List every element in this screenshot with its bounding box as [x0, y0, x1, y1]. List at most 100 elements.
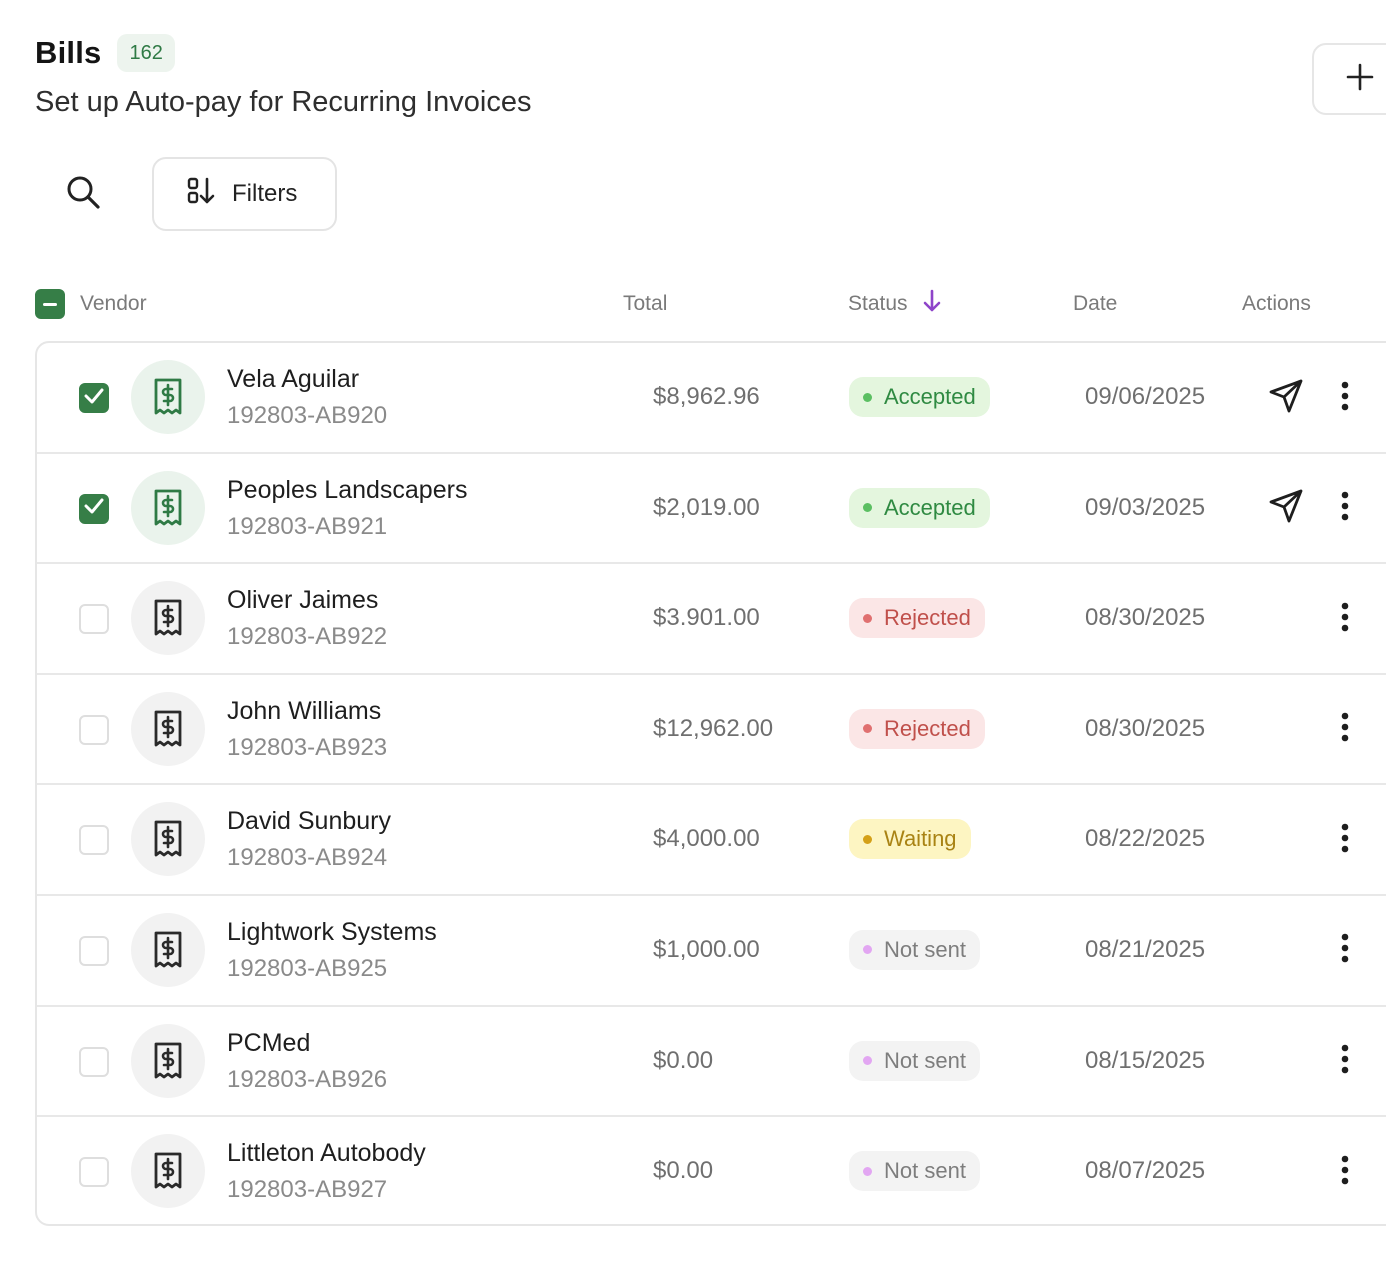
send-icon: [1268, 488, 1304, 529]
more-options-button[interactable]: [1331, 600, 1359, 638]
vendor-name[interactable]: Lightwork Systems: [227, 917, 437, 946]
more-vertical-icon: [1341, 1155, 1349, 1190]
search-button[interactable]: [62, 173, 104, 215]
column-header-total[interactable]: Total: [623, 292, 668, 315]
send-icon: [1268, 378, 1304, 419]
search-icon: [65, 174, 101, 215]
more-options-button[interactable]: [1331, 1153, 1359, 1191]
page-subtitle: Set up Auto-pay for Recurring Invoices: [35, 86, 532, 118]
send-button[interactable]: [1267, 379, 1305, 417]
table-header: Vendor Total Status Date Actions: [35, 286, 1386, 326]
status-badge: Not sent: [849, 1040, 980, 1081]
plus-icon: [1346, 63, 1374, 96]
more-vertical-icon: [1341, 602, 1349, 637]
column-header-date[interactable]: Date: [1073, 292, 1118, 315]
invoice-id: 192803-AB927: [227, 1176, 388, 1204]
more-options-button[interactable]: [1331, 1043, 1359, 1081]
title-row: Bills 162: [35, 34, 531, 72]
table-row[interactable]: John Williams 192803-AB923 $12,962.00 Re…: [37, 675, 1386, 786]
status-label: Rejected: [884, 605, 971, 631]
row-checkbox[interactable]: [79, 935, 109, 966]
status-dot: [863, 613, 872, 623]
sort-down-arrow-icon: [922, 289, 942, 319]
invoice-id: 192803-AB926: [227, 1065, 388, 1093]
status-dot: [863, 392, 872, 402]
bill-total: $3.901.00: [653, 604, 760, 632]
status-dot: [863, 724, 872, 734]
status-dot: [863, 1166, 872, 1176]
status-badge: Accepted: [849, 377, 990, 417]
bill-date: 08/22/2025: [1085, 825, 1206, 853]
vendor-name[interactable]: Vela Aguilar: [227, 365, 360, 393]
status-label: Waiting: [884, 826, 957, 852]
receipt-icon: [131, 802, 205, 877]
column-header-status[interactable]: Status: [848, 286, 942, 322]
table-row[interactable]: PCMed 192803-AB926 $0.00 Not sent 08/15/…: [37, 1007, 1386, 1118]
vendor-name[interactable]: Littleton Autobody: [227, 1139, 426, 1168]
vendor-name[interactable]: Oliver Jaimes: [227, 586, 379, 615]
bill-total: $2,019.00: [653, 493, 760, 521]
more-options-button[interactable]: [1331, 379, 1359, 417]
more-options-button[interactable]: [1331, 932, 1359, 970]
more-vertical-icon: [1341, 712, 1349, 747]
more-options-button[interactable]: [1331, 490, 1359, 528]
row-checkbox[interactable]: [79, 714, 109, 745]
count-badge: 162: [117, 34, 175, 72]
bill-date: 08/30/2025: [1085, 604, 1206, 632]
more-options-button[interactable]: [1331, 711, 1359, 749]
receipt-icon: [131, 360, 205, 434]
status-badge: Accepted: [849, 487, 990, 528]
filters-label: Filters: [232, 180, 298, 207]
column-header-vendor[interactable]: Vendor: [80, 292, 147, 315]
row-checkbox[interactable]: [79, 825, 109, 856]
vendor-name[interactable]: Peoples Landscapers: [227, 475, 468, 504]
status-label: Accepted: [884, 384, 976, 409]
vendor-name[interactable]: John Williams: [227, 696, 382, 725]
bill-date: 08/30/2025: [1085, 714, 1206, 742]
row-checkbox[interactable]: [79, 1046, 109, 1077]
status-dot: [863, 1056, 872, 1066]
table-row[interactable]: Vela Aguilar 192803-AB920 $8,962.96 Acce…: [37, 343, 1386, 454]
row-checkbox[interactable]: [79, 1157, 109, 1188]
more-vertical-icon: [1341, 933, 1349, 968]
filters-button[interactable]: Filters: [152, 157, 337, 231]
table-row[interactable]: Littleton Autobody 192803-AB927 $0.00 No…: [37, 1117, 1386, 1224]
status-dot: [863, 945, 872, 955]
more-vertical-icon: [1341, 381, 1349, 416]
add-bill-button[interactable]: [1312, 43, 1386, 115]
row-checkbox[interactable]: [79, 383, 109, 413]
status-label: Not sent: [884, 1047, 966, 1073]
bill-total: $12,962.00: [653, 714, 774, 742]
receipt-icon: [131, 912, 205, 987]
invoice-id: 192803-AB923: [227, 733, 388, 761]
table-row[interactable]: David Sunbury 192803-AB924 $4,000.00 Wai…: [37, 785, 1386, 896]
invoice-id: 192803-AB921: [227, 512, 388, 540]
vendor-name[interactable]: David Sunbury: [227, 807, 391, 836]
bill-date: 08/15/2025: [1085, 1046, 1206, 1074]
receipt-icon: [131, 1134, 205, 1209]
receipt-icon: [131, 581, 205, 656]
more-options-button[interactable]: [1331, 821, 1359, 859]
status-dot: [863, 503, 872, 513]
checkmark-icon: [84, 388, 104, 409]
table-row[interactable]: Peoples Landscapers 192803-AB921 $2,019.…: [37, 454, 1386, 565]
vendor-name[interactable]: PCMed: [227, 1028, 311, 1057]
row-checkbox[interactable]: [79, 493, 109, 524]
table-row[interactable]: Lightwork Systems 192803-AB925 $1,000.00…: [37, 896, 1386, 1007]
send-button[interactable]: [1267, 488, 1305, 529]
column-header-status-label: Status: [848, 292, 908, 315]
status-label: Not sent: [884, 936, 966, 962]
row-checkbox[interactable]: [79, 604, 109, 635]
status-badge: Rejected: [849, 598, 985, 639]
column-header-actions: Actions: [1242, 292, 1311, 315]
status-badge: Not sent: [849, 1151, 980, 1192]
bill-date: 09/06/2025: [1085, 383, 1206, 410]
bill-total: $8,962.96: [653, 383, 760, 410]
table-row[interactable]: Oliver Jaimes 192803-AB922 $3.901.00 Rej…: [37, 564, 1386, 675]
select-all-checkbox[interactable]: [35, 289, 65, 319]
invoice-id: 192803-AB924: [227, 844, 388, 872]
bill-date: 09/03/2025: [1085, 493, 1206, 521]
status-label: Rejected: [884, 715, 971, 741]
bill-total: $4,000.00: [653, 825, 760, 853]
invoice-id: 192803-AB925: [227, 954, 388, 982]
